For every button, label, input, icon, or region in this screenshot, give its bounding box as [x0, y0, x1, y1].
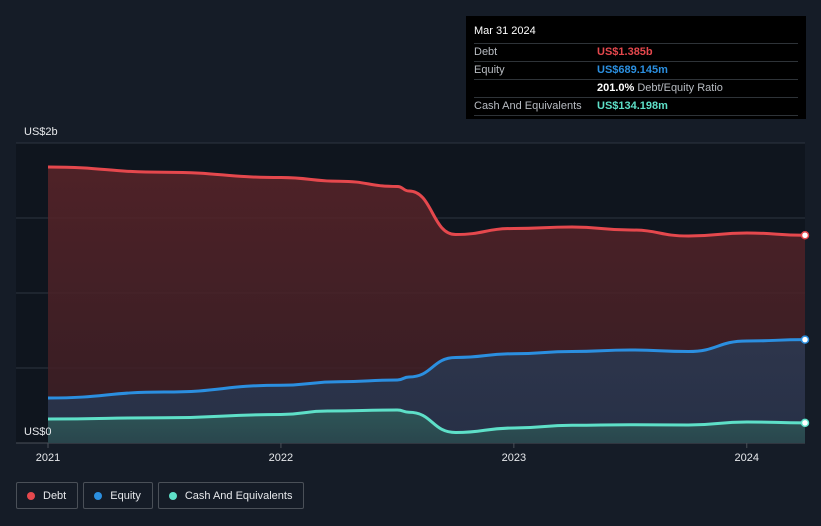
- tooltip-row-equity: Equity US$689.145m: [474, 61, 798, 79]
- debt-end-point: [800, 231, 810, 240]
- cash-line: [47, 408, 806, 434]
- cash-area: [48, 410, 805, 443]
- legend-item-debt[interactable]: Debt: [16, 482, 79, 509]
- chart-legend: Debt Equity Cash And Equivalents: [16, 482, 305, 509]
- legend-dot-icon: [27, 491, 35, 500]
- tooltip-date: Mar 31 2024: [474, 25, 536, 37]
- tooltip-row-ratio: 201.0% Debt/Equity Ratio: [474, 79, 798, 97]
- equity-line: [47, 338, 806, 400]
- legend-item-cash[interactable]: Cash And Equivalents: [157, 482, 305, 509]
- equity-end-point: [800, 335, 810, 344]
- legend-label: Cash And Equivalents: [184, 489, 293, 502]
- y-axis-bottom-label: US$0: [24, 426, 52, 438]
- cash-end-point: [800, 418, 810, 428]
- tooltip-label: Debt: [474, 46, 498, 58]
- legend-dot-icon: [94, 491, 103, 500]
- tooltip-value: US$134.198m: [597, 100, 668, 112]
- legend-label: Debt: [43, 489, 67, 502]
- tooltip-label: [474, 80, 597, 97]
- x-axis-ticks: 2021 2022 2023 2024: [36, 443, 759, 464]
- x-tick-label: 2023: [502, 452, 526, 464]
- debt-line: [47, 165, 806, 238]
- series-areas: [48, 167, 805, 443]
- tooltip-value: 201.0%: [597, 82, 635, 94]
- legend-item-equity[interactable]: Equity: [83, 482, 153, 509]
- y-axis-top-label: US$2b: [24, 126, 58, 138]
- x-tick-label: 2021: [36, 452, 60, 464]
- tooltip-label: Cash And Equivalents: [474, 100, 582, 112]
- series-lines: [47, 165, 806, 434]
- x-tick-label: 2024: [735, 452, 759, 464]
- data-tooltip: Mar 31 2024 Debt US$1.385b Equity US$689…: [466, 16, 806, 119]
- legend-label: Equity: [110, 489, 141, 502]
- tooltip-row-debt: Debt US$1.385b: [474, 43, 798, 61]
- legend-dot-icon: [168, 491, 177, 500]
- tooltip-suffix: Debt/Equity Ratio: [637, 82, 723, 94]
- tooltip-label: Equity: [474, 64, 505, 76]
- tooltip-row-cash: Cash And Equivalents US$134.198m: [474, 97, 798, 116]
- tooltip-value: US$689.145m: [597, 64, 668, 76]
- x-tick-label: 2022: [269, 452, 293, 464]
- tooltip-value: US$1.385b: [597, 46, 653, 58]
- series-end-markers: [800, 231, 810, 428]
